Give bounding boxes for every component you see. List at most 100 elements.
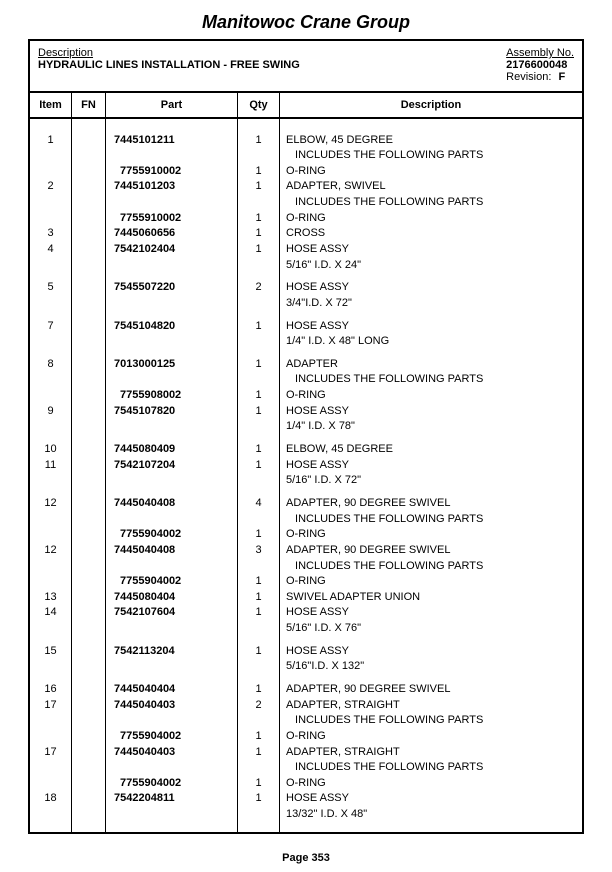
table-cell: HOSE ASSY	[280, 605, 582, 621]
table-cell	[30, 295, 71, 311]
table-cell: CROSS	[280, 226, 582, 242]
table-cell: 15	[30, 643, 71, 659]
table-cell: 1	[238, 744, 279, 760]
row-spacer	[72, 488, 105, 495]
table-cell: O-RING	[280, 728, 582, 744]
table-cell: 7445080404	[106, 589, 237, 605]
table-cell	[106, 807, 237, 823]
table-cell	[72, 713, 105, 729]
row-spacer	[238, 636, 279, 643]
table-cell	[72, 659, 105, 675]
table-cell: 7545107820	[106, 403, 237, 419]
table-cell: 12	[30, 542, 71, 558]
company-title: Manitowoc Crane Group	[28, 12, 584, 33]
table-cell	[30, 807, 71, 823]
table-cell: ELBOW, 45 DEGREE	[280, 442, 582, 458]
table-cell	[238, 195, 279, 211]
table-cell	[238, 257, 279, 273]
table-cell	[72, 163, 105, 179]
table-cell: 7445060656	[106, 226, 237, 242]
table-cell: 7755904002	[106, 574, 237, 590]
table-cell	[106, 760, 237, 776]
table-cell	[106, 558, 237, 574]
table-cell: 7445040403	[106, 744, 237, 760]
table-cell	[30, 775, 71, 791]
table-cell: 2	[30, 179, 71, 195]
table-cell: 17	[30, 697, 71, 713]
table-cell: 7445040408	[106, 542, 237, 558]
table-cell: 11	[30, 457, 71, 473]
table-cell	[30, 511, 71, 527]
table-cell	[72, 511, 105, 527]
row-spacer	[72, 125, 105, 132]
table-cell: 14	[30, 605, 71, 621]
table-cell: INCLUDES THE FOLLOWING PARTS	[280, 148, 582, 164]
row-spacer	[280, 636, 582, 643]
table-cell: 1	[238, 605, 279, 621]
table-cell: 7755908002	[106, 388, 237, 404]
table-cell: 13	[30, 589, 71, 605]
table-cell	[106, 511, 237, 527]
table-cell	[72, 495, 105, 511]
assembly-label: Assembly No.	[506, 47, 574, 59]
row-spacer	[106, 311, 237, 318]
table-cell: 1	[238, 179, 279, 195]
table-cell	[72, 132, 105, 148]
header-left: Description HYDRAULIC LINES INSTALLATION…	[38, 47, 506, 83]
table-cell: HOSE ASSY	[280, 791, 582, 807]
table-cell	[30, 728, 71, 744]
table-cell: 1	[238, 132, 279, 148]
table-cell	[72, 419, 105, 435]
table-cell: 2	[238, 697, 279, 713]
table-cell	[106, 372, 237, 388]
table-cell: 13/32" I.D. X 48"	[280, 807, 582, 823]
table-cell	[30, 372, 71, 388]
table-cell	[238, 295, 279, 311]
table-cell: 7542107604	[106, 605, 237, 621]
row-spacer	[280, 435, 582, 442]
table-cell: 7445101211	[106, 132, 237, 148]
row-spacer	[280, 488, 582, 495]
table-cell: 2	[238, 280, 279, 296]
table-cell: ADAPTER, SWIVEL	[280, 179, 582, 195]
table-cell: INCLUDES THE FOLLOWING PARTS	[280, 195, 582, 211]
table-cell	[30, 574, 71, 590]
table-cell	[72, 257, 105, 273]
table-cell	[72, 210, 105, 226]
table-cell	[238, 511, 279, 527]
col-item: Item 1 2 34 5 7 8 9 1011 12 12 1314 15 1…	[30, 93, 72, 832]
row-spacer	[30, 125, 71, 132]
row-spacer	[72, 273, 105, 280]
description-value: HYDRAULIC LINES INSTALLATION - FREE SWIN…	[38, 59, 506, 71]
table-cell: 7445101203	[106, 179, 237, 195]
table-cell	[30, 257, 71, 273]
table-cell: 17	[30, 744, 71, 760]
table-cell	[238, 473, 279, 489]
table-cell: 1	[238, 728, 279, 744]
table-cell: ADAPTER	[280, 356, 582, 372]
table-cell: ADAPTER, 90 DEGREE SWIVEL	[280, 495, 582, 511]
table-cell: 5/16"I.D. X 132"	[280, 659, 582, 675]
revision-line: Revision: F	[506, 71, 574, 83]
table-cell	[30, 659, 71, 675]
table-cell: O-RING	[280, 210, 582, 226]
col-part-header: Part	[106, 93, 237, 119]
page-footer: Page 353	[28, 852, 584, 872]
row-spacer	[238, 435, 279, 442]
table-cell: 7445040408	[106, 495, 237, 511]
page: Manitowoc Crane Group Description HYDRAU…	[0, 0, 612, 872]
table-cell: 7542113204	[106, 643, 237, 659]
table-cell: 4	[238, 495, 279, 511]
table-cell: 12	[30, 495, 71, 511]
row-spacer	[238, 273, 279, 280]
table-cell: 1	[238, 589, 279, 605]
table-cell: INCLUDES THE FOLLOWING PARTS	[280, 713, 582, 729]
row-spacer	[30, 675, 71, 682]
table-cell: 1/4" I.D. X 78"	[280, 419, 582, 435]
table-cell	[72, 775, 105, 791]
table-cell	[238, 419, 279, 435]
table-cell: HOSE ASSY	[280, 403, 582, 419]
row-spacer	[238, 675, 279, 682]
table-cell: 7755904002	[106, 728, 237, 744]
table-cell: 1/4" I.D. X 48" LONG	[280, 334, 582, 350]
